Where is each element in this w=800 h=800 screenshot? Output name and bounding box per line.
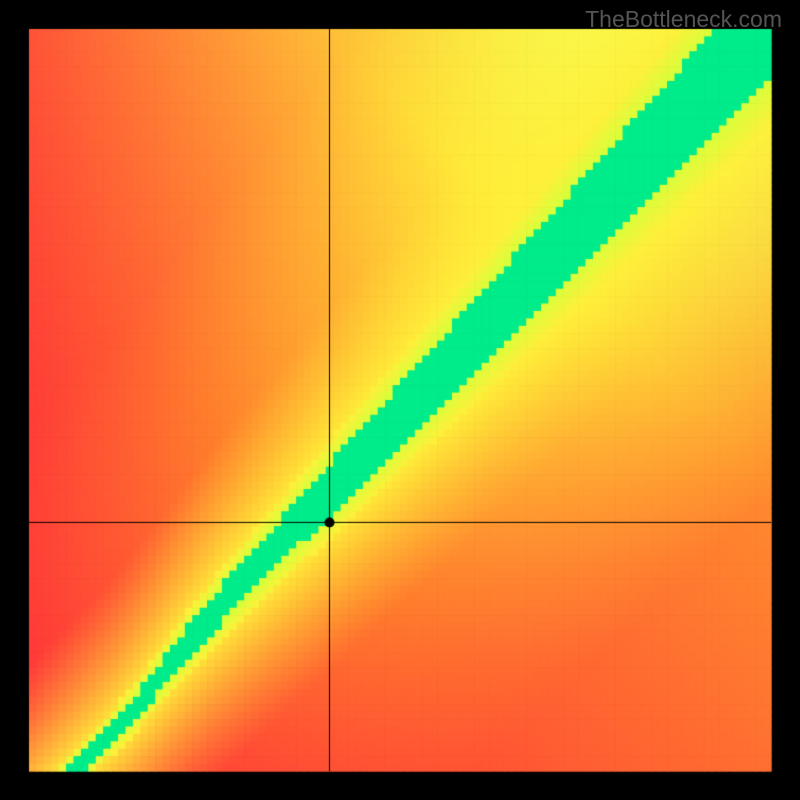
attribution-label: TheBottleneck.com xyxy=(585,6,782,33)
heatmap-container xyxy=(0,0,800,800)
bottleneck-heatmap xyxy=(0,0,800,800)
